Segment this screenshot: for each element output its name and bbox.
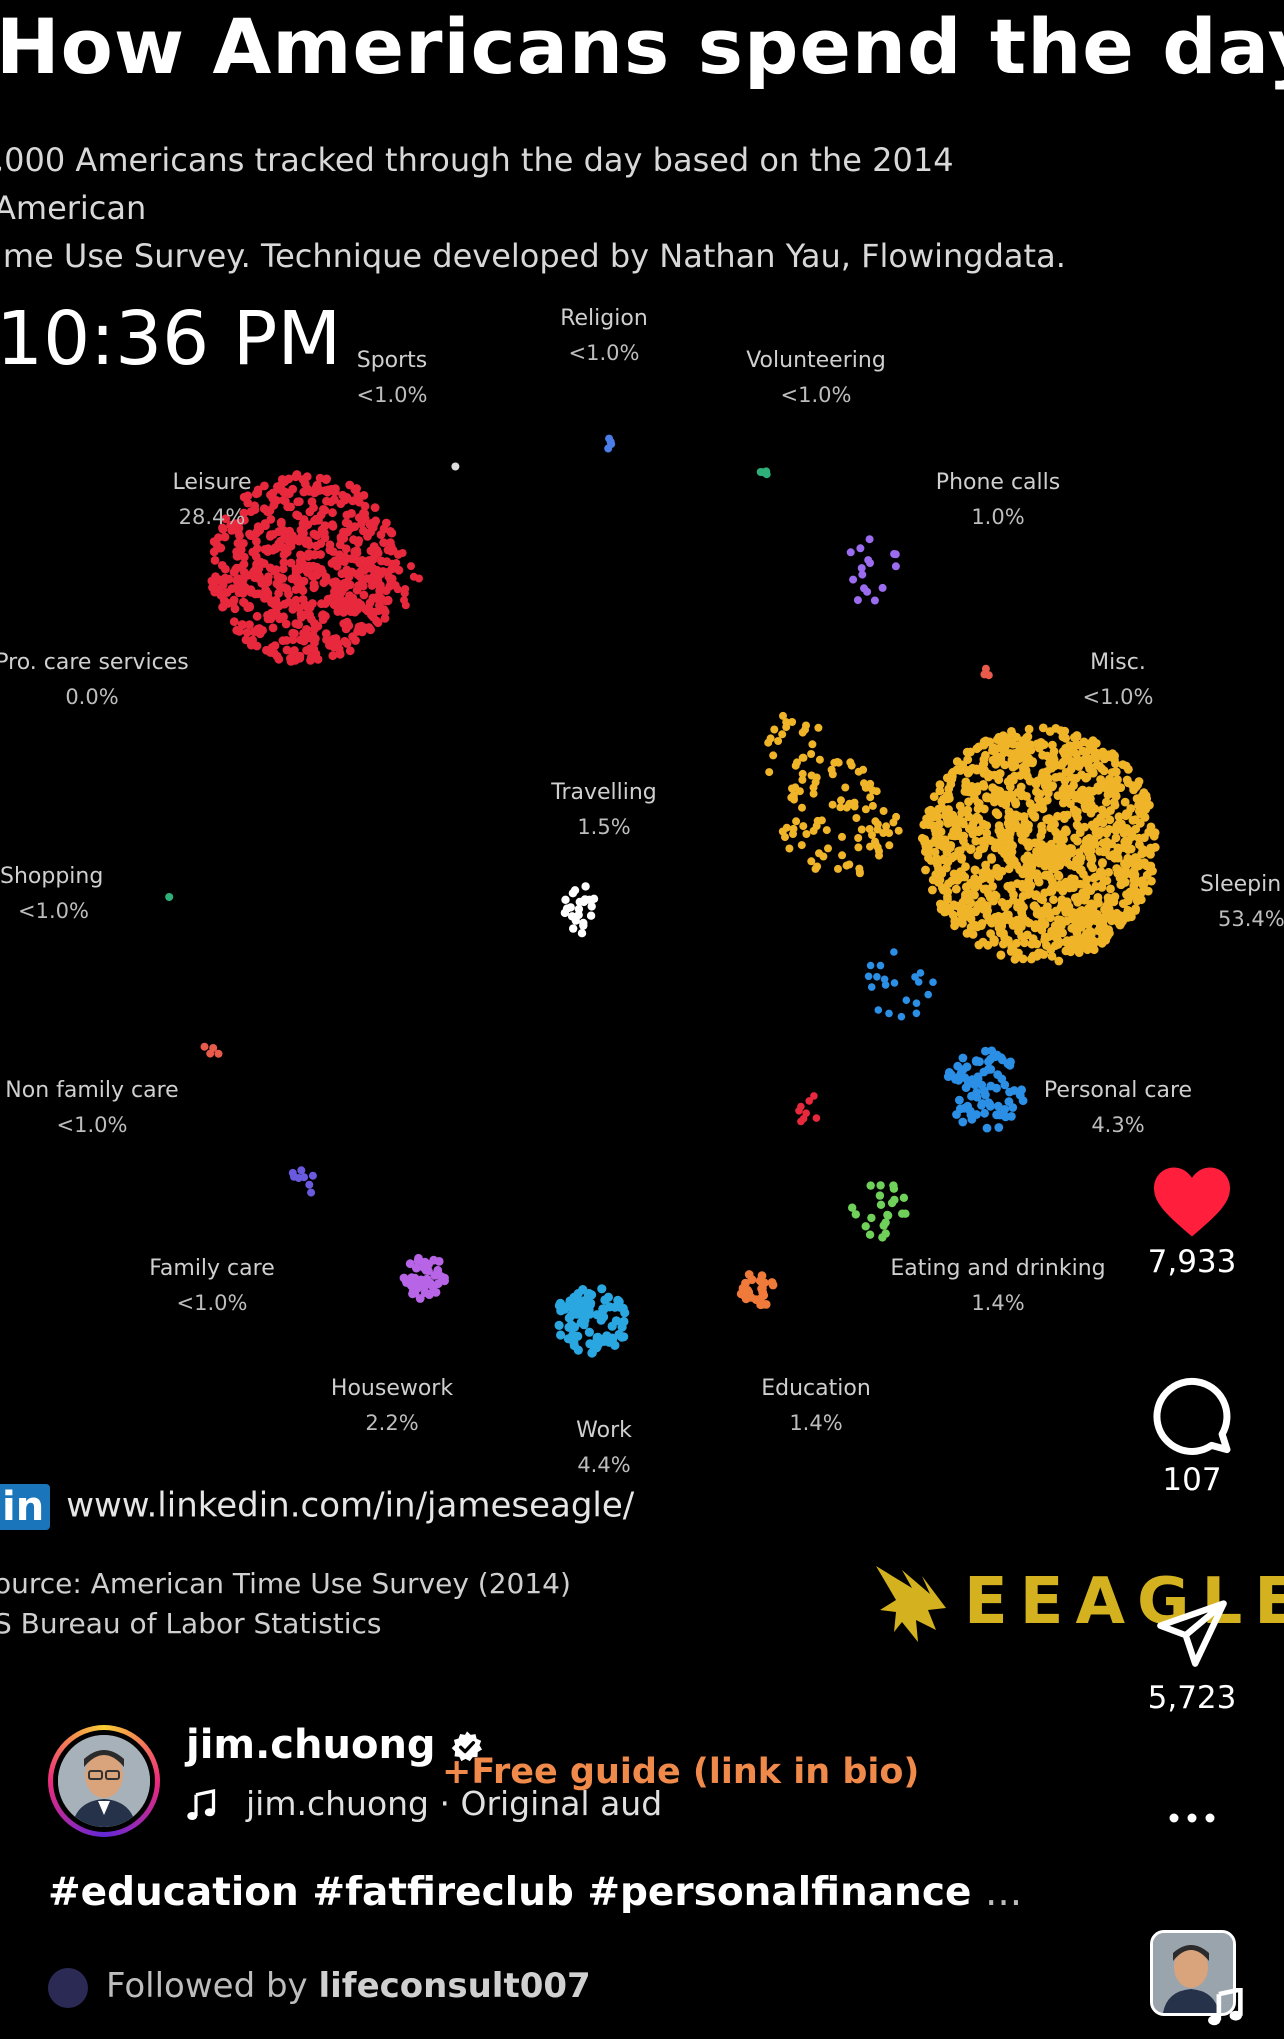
like-count: 7,933 — [1147, 1244, 1237, 1280]
source-credit: ource: American Time Use Survey (2014) S… — [0, 1564, 571, 1644]
dot-cluster-sports — [451, 462, 460, 471]
category-label-education: Education 1.4% — [761, 1376, 871, 1435]
dot-cluster-personal-care-tail — [864, 948, 937, 1021]
linkedin-icon: in — [0, 1484, 51, 1530]
more-options-button[interactable] — [1130, 1808, 1254, 1832]
subtitle-line-1: ,000 Americans tracked through the day b… — [0, 141, 954, 227]
category-label-work: Work 4.4% — [576, 1418, 632, 1477]
dot-cluster-leisure-tail — [360, 549, 423, 610]
dot-cluster-travelling — [560, 882, 599, 938]
dot-cluster-eating — [848, 1181, 910, 1242]
dot-cluster-family-care — [288, 1166, 317, 1197]
share-button[interactable]: 5,723 — [1130, 1594, 1254, 1716]
dot-cluster-housework — [399, 1253, 449, 1303]
dot-cluster-visualization: Sports <1.0% Religion <1.0% Volunteering… — [0, 280, 1284, 1480]
dot-cluster-religion — [604, 434, 616, 453]
category-label-leisure: Leisure 28.4% — [172, 470, 252, 529]
audio-track[interactable]: jim.chuong · Original aud — [186, 1784, 662, 1823]
like-button[interactable]: 7,933 — [1130, 1164, 1254, 1280]
avatar-photo — [58, 1735, 150, 1827]
category-label-personal-care: Personal care 4.3% — [1043, 1078, 1193, 1137]
category-label-volunteering: Volunteering <1.0% — [746, 348, 886, 407]
followed-user[interactable]: lifeconsult007 — [318, 1966, 591, 2006]
category-label-non-family-care: Non family care <1.0% — [5, 1078, 179, 1137]
category-label-religion: Religion <1.0% — [560, 306, 648, 365]
more-icon — [1169, 1813, 1215, 1823]
share-count: 5,723 — [1147, 1680, 1237, 1716]
dot-clusters — [165, 434, 1160, 1358]
linkedin-url: www.linkedin.com/in/jameseagle/ — [66, 1485, 635, 1526]
category-label-shopping: Shopping <1.0% — [0, 864, 104, 923]
comment-count: 107 — [1162, 1462, 1222, 1498]
dot-cluster-shopping — [165, 893, 174, 901]
thumbnail-music-icon — [1208, 1988, 1243, 2026]
category-label-sleeping: Sleepin 53.4% — [1200, 872, 1284, 931]
dot-cluster-phone — [846, 535, 900, 605]
comment-button[interactable]: 107 — [1130, 1374, 1254, 1498]
category-label-phone-calls: Phone calls 1.0% — [935, 470, 1061, 529]
category-label-travelling: Travelling 1.5% — [551, 780, 657, 839]
video-title: How Americans spend the day — [0, 2, 1284, 91]
dot-cluster-leisure — [207, 470, 404, 666]
send-icon — [1157, 1600, 1227, 1667]
subtitle-line-2: ime Use Survey. Technique developed by N… — [0, 237, 1066, 275]
caption-more[interactable]: ... — [984, 1870, 1023, 1915]
category-label-housework: Housework 2.2% — [330, 1376, 454, 1435]
follower-avatar — [48, 1967, 88, 2008]
dot-cluster-personal-care — [943, 1046, 1028, 1133]
dot-cluster-non-family-care — [200, 1042, 223, 1058]
followed-prefix: Followed by — [106, 1966, 308, 2006]
dot-cluster-education — [736, 1270, 778, 1310]
followed-by[interactable]: Followed by lifeconsult007 — [48, 1966, 591, 2008]
audio-label: jim.chuong · Original aud — [246, 1784, 663, 1823]
dot-cluster-sleeping-scatter — [778, 758, 903, 878]
promo-text: +Free guide (link in bio) — [442, 1752, 920, 1792]
category-label-eating-drinking: Eating and drinking 1.4% — [890, 1256, 1106, 1315]
category-label-misc: Misc. <1.0% — [1082, 650, 1154, 709]
profile-avatar[interactable] — [48, 1725, 160, 1837]
username[interactable]: jim.chuong — [186, 1722, 436, 1768]
brand-watermark: EEAGLE — [872, 1560, 1284, 1644]
source-line-1: ource: American Time Use Survey (2014) — [0, 1567, 571, 1600]
dot-cluster-sleeping — [917, 723, 1160, 966]
heart-icon — [1154, 1167, 1230, 1237]
category-label-family-care: Family care <1.0% — [149, 1256, 275, 1315]
category-label-pro-care-services: Pro. care services 0.0% — [0, 650, 189, 709]
category-label-sports: Sports <1.0% — [356, 348, 428, 407]
eagle-logo-icon — [876, 1566, 946, 1642]
dot-cluster-sleeping-top — [764, 711, 824, 792]
video-subtitle: ,000 Americans tracked through the day b… — [0, 136, 1114, 280]
dot-cluster-work — [554, 1284, 630, 1358]
dot-cluster-eating-red — [795, 1092, 821, 1126]
caption[interactable]: #education #fatfireclub #personalfinance… — [48, 1870, 1022, 1915]
dot-cluster-volunteering — [756, 467, 771, 479]
caption-hashtags[interactable]: #education #fatfireclub #personalfinance — [48, 1870, 972, 1915]
linkedin-credit: in www.linkedin.com/in/jameseagle/ — [0, 1484, 634, 1530]
source-line-2: S Bureau of Labor Statistics — [0, 1607, 382, 1640]
brand-text: EEAGLE — [964, 1565, 1284, 1639]
time-of-day-clock: 10:36 PM — [0, 296, 342, 382]
comment-bubble-icon — [1153, 1377, 1231, 1455]
music-note-icon — [187, 1788, 216, 1820]
username-row[interactable]: jim.chuong — [186, 1722, 484, 1768]
dot-cluster-misc — [980, 664, 993, 680]
verified-badge-icon — [451, 1731, 482, 1762]
